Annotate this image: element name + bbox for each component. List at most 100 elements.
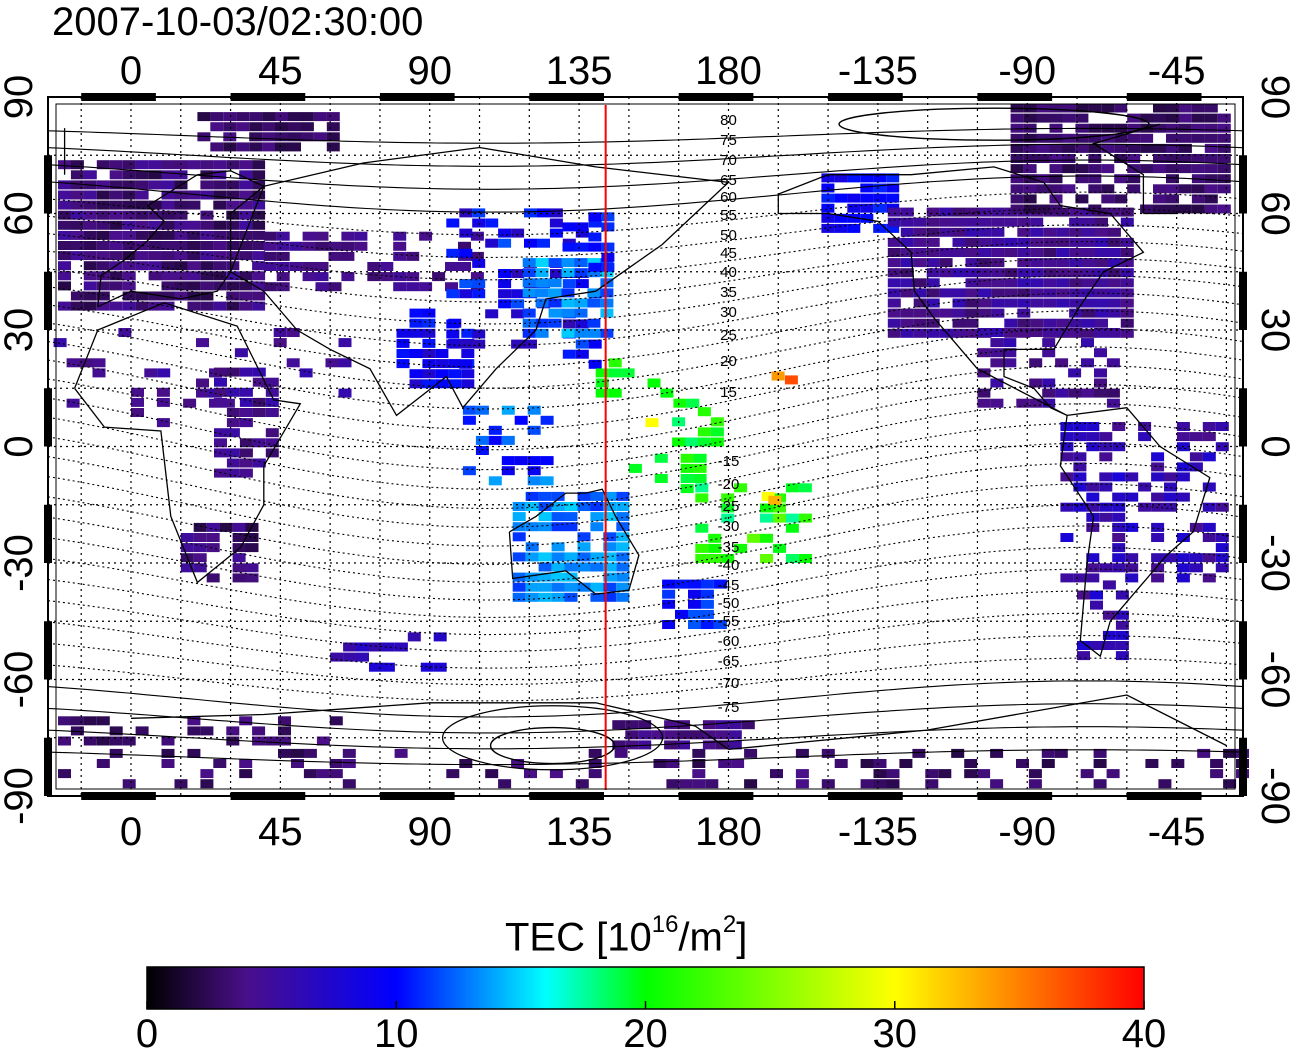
tec-cell: [470, 231, 484, 241]
tec-cell: [135, 200, 149, 210]
tec-cell: [1164, 472, 1177, 482]
tec-cell: [1217, 204, 1231, 214]
tec-cell: [1217, 133, 1231, 143]
tec-cell: [1189, 563, 1203, 573]
tec-cell: [239, 367, 253, 377]
tec-cell: [1004, 278, 1018, 288]
tec-cell: [1004, 288, 1018, 298]
tec-cell: [913, 278, 927, 288]
tec-cell: [1016, 328, 1030, 337]
tec-cell: [677, 740, 690, 750]
tec-cell: [1088, 143, 1102, 153]
tec-cell: [522, 288, 536, 298]
contour-label: 45: [720, 245, 737, 262]
tec-cell: [96, 261, 110, 271]
tec-cell: [535, 328, 549, 338]
tec-cell: [603, 552, 617, 562]
tec-cell: [965, 298, 979, 308]
tec-cell: [1204, 194, 1218, 204]
tec-cell: [299, 368, 313, 378]
tec-cell: [574, 298, 588, 308]
border-bar: [678, 792, 754, 800]
tec-cell: [679, 779, 693, 789]
tec-cell: [965, 278, 979, 288]
tec-cell: [180, 543, 194, 553]
tec-cell: [991, 268, 1005, 278]
tec-cell: [625, 740, 639, 750]
tec-cell: [677, 720, 690, 730]
tec-cell: [1178, 133, 1192, 143]
tec-cell: [83, 220, 97, 230]
tec-cell: [446, 339, 460, 349]
y-tick-label-right: -90: [1253, 767, 1292, 825]
tec-cell: [1140, 133, 1154, 143]
tec-cell: [1215, 502, 1229, 512]
tec-cell: [873, 173, 887, 183]
tec-cell: [965, 258, 979, 268]
tec-cell: [1101, 133, 1115, 143]
tec-cell: [939, 207, 953, 217]
tec-cell: [700, 599, 714, 609]
tec-cell: [226, 210, 240, 220]
tec-cell: [1099, 452, 1113, 462]
tec-cell: [590, 582, 604, 592]
tec-cell: [161, 190, 175, 200]
tec-cell: [1073, 472, 1087, 482]
tec-cell: [1088, 103, 1102, 113]
tec-cell: [252, 291, 266, 301]
tec-cell: [1127, 143, 1141, 153]
tec-cell: [695, 493, 709, 503]
tec-cell: [262, 142, 276, 152]
tec-cell: [535, 278, 549, 288]
tec-cell: [1112, 442, 1126, 452]
tec-cell: [702, 730, 716, 740]
tec-cell: [574, 328, 588, 338]
tec-cell: [562, 349, 576, 359]
tec-cell: [122, 241, 136, 250]
tec-cell: [70, 291, 84, 301]
tec-cell: [1030, 258, 1044, 268]
tec-cell: [587, 258, 601, 268]
colorbar-title: TEC [1016/m2]: [505, 911, 748, 960]
tec-cell: [1004, 237, 1018, 247]
tec-cell: [83, 190, 97, 200]
border-bar: [379, 792, 455, 800]
tec-cell: [527, 466, 541, 476]
tec-cell: [485, 309, 499, 319]
tec-cell: [148, 261, 162, 271]
tec-cell: [1210, 759, 1224, 768]
tec-cell: [161, 170, 175, 180]
tec-cell: [459, 289, 473, 299]
tec-cell: [760, 533, 773, 543]
tec-cell: [161, 759, 175, 768]
tec-cell: [70, 200, 84, 210]
tec-cell: [760, 554, 773, 563]
tec-cell: [161, 200, 175, 210]
contour-label: -45: [718, 577, 740, 594]
tec-cell: [252, 377, 266, 387]
tec-cell: [96, 759, 110, 768]
tec-cell: [588, 218, 602, 228]
tec-cell: [83, 261, 97, 271]
tec-cell: [394, 642, 408, 652]
tec-cell: [239, 190, 253, 200]
tec-cell: [900, 217, 914, 227]
x-tick-label-top: -90: [998, 49, 1056, 93]
tec-cell: [498, 299, 512, 309]
tec-cell: [1166, 103, 1179, 113]
tec-cell: [330, 652, 344, 662]
tec-cell: [965, 237, 979, 247]
tec-cell: [446, 289, 460, 299]
tec-cell: [965, 308, 979, 318]
tec-cell: [462, 415, 476, 425]
tec-cell: [821, 203, 835, 213]
tec-cell: [66, 398, 80, 408]
tec-cell: [795, 779, 809, 789]
tec-cell: [1202, 522, 1216, 532]
tec-cell: [1095, 308, 1108, 318]
tec-cell: [252, 180, 266, 190]
tec-cell: [393, 231, 407, 241]
tec-cell: [161, 261, 175, 271]
tec-cell: [978, 268, 992, 278]
tec-cell: [1030, 248, 1044, 257]
